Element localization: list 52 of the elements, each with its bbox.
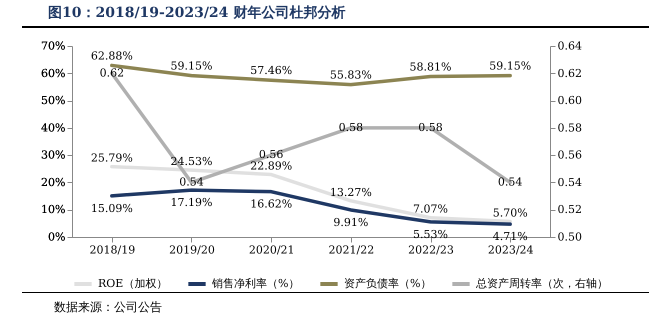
data-label: 58.81% xyxy=(410,60,452,74)
data-label: 17.19% xyxy=(170,196,212,210)
data-label: 59.15% xyxy=(170,60,212,73)
x-tick-label: 2018/19 xyxy=(89,244,136,256)
data-label: 5.53% xyxy=(413,228,448,241)
data-label: 15.09% xyxy=(90,202,133,215)
y2-tick-label: 0.50 xyxy=(558,230,582,244)
legend-label: 销售净利率（%） xyxy=(211,277,300,290)
y-tick-label: 30% xyxy=(41,148,66,162)
legend-label: 总资产周转率（次，右轴） xyxy=(475,277,608,290)
data-label: 59.15% xyxy=(489,60,532,73)
y-tick-label: 10% xyxy=(41,203,66,216)
data-label: 0.54 xyxy=(498,175,522,188)
y2-tick-label: 0.60 xyxy=(558,94,582,108)
x-tick-label: 2023/24 xyxy=(488,244,534,256)
x-tick-label: 2021/22 xyxy=(328,244,374,256)
y-tick-label: 60% xyxy=(41,66,66,80)
data-label: 22.89% xyxy=(250,160,292,173)
y-tick-label: 40% xyxy=(41,121,66,134)
legend-label: ROE（加权） xyxy=(98,277,168,290)
data-label: 13.27% xyxy=(330,186,372,199)
data-label: 16.62% xyxy=(250,198,292,211)
y2-tick-label: 0.54 xyxy=(558,176,582,189)
y2-tick-label: 0.56 xyxy=(558,148,582,162)
data-label: 5.70% xyxy=(492,206,528,220)
y2-tick-label: 0.62 xyxy=(558,66,582,80)
data-label: 24.53% xyxy=(170,155,212,168)
x-tick-label: 2019/20 xyxy=(169,244,215,256)
x-tick-label: 2020/21 xyxy=(248,244,295,256)
data-label: 4.71% xyxy=(492,230,528,244)
data-label: 0.58 xyxy=(338,120,364,134)
y2-tick-label: 0.58 xyxy=(558,121,582,134)
data-label: 25.79% xyxy=(90,152,133,165)
y-tick-label: 20% xyxy=(41,176,66,189)
data-label: 0.54 xyxy=(179,175,204,188)
y-tick-label: 70% xyxy=(41,40,66,52)
data-label: 0.56 xyxy=(258,148,284,162)
y-tick-label: 50% xyxy=(41,94,66,108)
y-tick-label: 0% xyxy=(48,230,66,244)
data-label: 0.58 xyxy=(418,120,443,134)
source-note: 数据来源：公司公告 xyxy=(22,292,649,316)
x-tick-label: 2022/23 xyxy=(408,244,454,256)
chart-title: 图10：2018/19-2023/24 财年公司杜邦分析 xyxy=(22,0,649,28)
data-label: 0.62 xyxy=(100,66,124,80)
data-label: 55.83% xyxy=(330,68,372,82)
y2-tick-label: 0.64 xyxy=(558,40,582,52)
data-label: 9.91% xyxy=(333,216,368,229)
y2-tick-label: 0.52 xyxy=(558,203,582,216)
data-label: 62.88% xyxy=(90,49,133,62)
data-label: 57.46% xyxy=(250,64,292,78)
legend-label: 资产负债率（%） xyxy=(344,277,432,290)
data-label: 7.07% xyxy=(413,202,448,216)
